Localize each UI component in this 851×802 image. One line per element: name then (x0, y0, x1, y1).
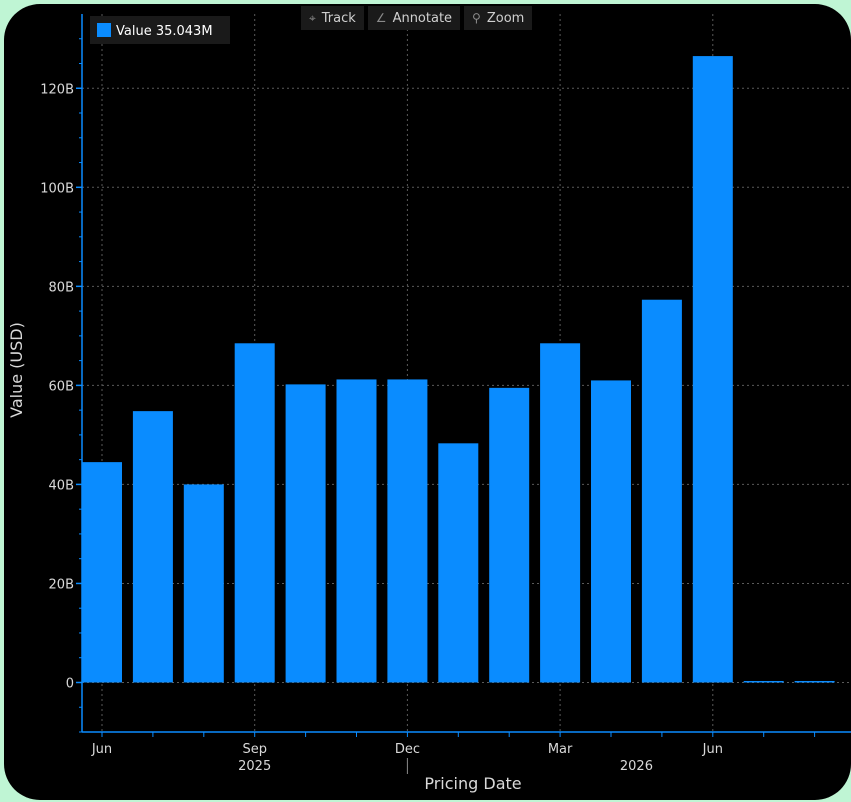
bar[interactable] (743, 680, 784, 683)
bar[interactable] (387, 379, 428, 683)
y-tick-label: 20B (49, 577, 74, 592)
x-tick-label: Sep (242, 742, 267, 757)
bar[interactable] (794, 680, 835, 683)
y-tick-label: 100B (40, 181, 74, 196)
zoom-button[interactable]: ⚲ Zoom (464, 6, 533, 30)
annotate-button[interactable]: ∠ Annotate (367, 6, 461, 30)
bar[interactable] (540, 343, 581, 683)
bar[interactable] (489, 387, 530, 683)
track-button[interactable]: ⌖ Track (301, 6, 364, 30)
bar[interactable] (234, 343, 275, 683)
legend-label: Value 35.043M (116, 24, 213, 39)
chart-toolbar: ⌖ Track ∠ Annotate ⚲ Zoom (301, 6, 533, 30)
bar[interactable] (438, 443, 479, 683)
pencil-icon: ∠ (375, 11, 387, 25)
annotate-label: Annotate (392, 10, 453, 26)
legend: Value 35.043M (90, 16, 230, 44)
track-label: Track (321, 10, 356, 26)
x-axis-title: Pricing Date (424, 774, 521, 793)
bar[interactable] (132, 411, 173, 683)
x-tick-label: Dec (395, 742, 420, 757)
bar[interactable] (82, 462, 122, 683)
chart-frame: 0 20B 40B 60B 80B 100B 120B Jun Sep Dec Mar Jun 2025… (4, 4, 851, 800)
bar-layer (82, 56, 835, 683)
y-axis-title: Value (USD) (7, 322, 26, 418)
axis-layer: 0 20B 40B 60B 80B 100B 120B Jun Sep Dec Mar Jun 2025… (40, 14, 851, 774)
y-tick-label: 0 (66, 676, 74, 691)
bar[interactable] (336, 379, 377, 683)
x-year-label: 2025 (238, 759, 271, 774)
legend-swatch (97, 23, 111, 37)
bar[interactable] (285, 384, 326, 683)
magnifier-icon: ⚲ (472, 11, 481, 25)
y-tick-label: 80B (49, 280, 74, 295)
bar[interactable] (591, 380, 631, 683)
bar[interactable] (641, 299, 682, 683)
y-tick-label: 40B (49, 478, 74, 493)
y-tick-label: 120B (40, 82, 74, 97)
y-tick-label: 60B (49, 379, 74, 394)
x-tick-label: Jun (702, 742, 723, 757)
bar[interactable] (692, 56, 733, 683)
crosshair-icon: ⌖ (309, 10, 316, 25)
x-tick-label: Mar (548, 742, 573, 757)
legend-box (90, 16, 230, 44)
x-tick-label: Jun (91, 742, 112, 757)
bar-chart: 0 20B 40B 60B 80B 100B 120B Jun Sep Dec Mar Jun 2025… (7, 14, 851, 793)
zoom-label: Zoom (486, 10, 525, 26)
bar[interactable] (183, 484, 224, 683)
x-year-label: 2026 (620, 759, 653, 774)
